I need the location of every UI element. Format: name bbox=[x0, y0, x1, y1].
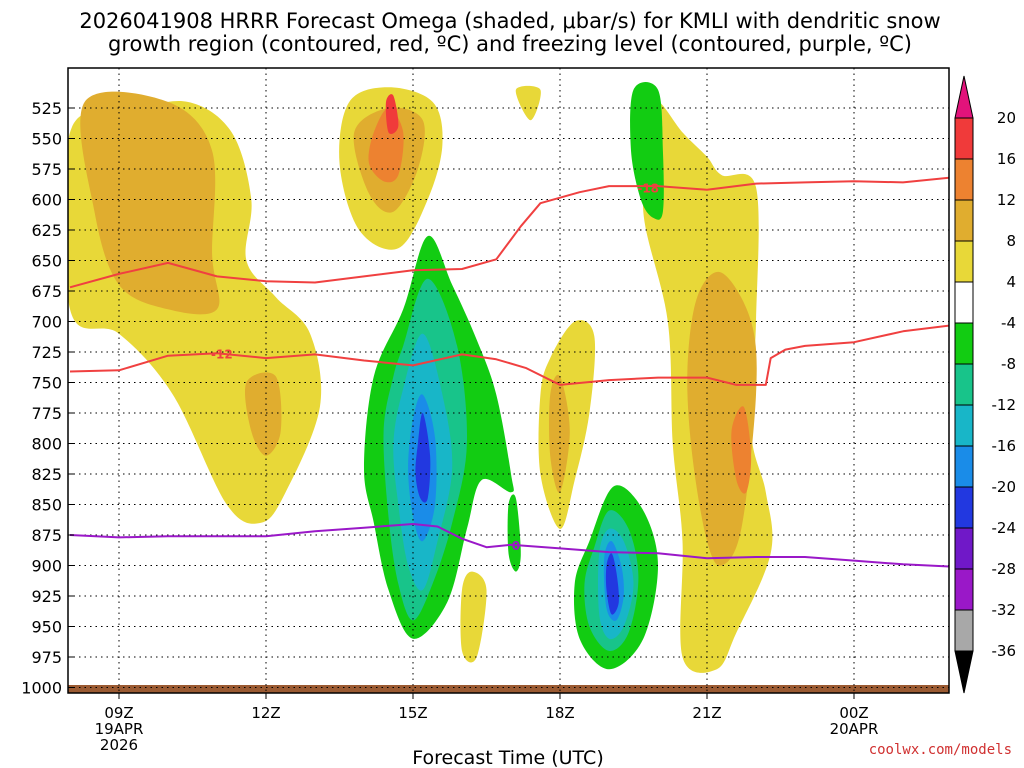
colorbar-label-1: 16 bbox=[997, 150, 1016, 168]
x-tick-label-09Z-1: 19APR bbox=[95, 720, 144, 738]
y-tick-label-625: 625 bbox=[31, 221, 62, 240]
y-tick-label-525: 525 bbox=[31, 99, 62, 118]
omega-region-neg4-2 bbox=[507, 494, 521, 572]
omega-colorbar: 20 16 12 8 4 -4 -8 -12 -16 -20 -24 -28 -32 -36 bbox=[954, 75, 1017, 694]
dgz-contour-neg12-label: -12 bbox=[211, 347, 233, 361]
x-tick-label-15Z-0: 15Z bbox=[398, 704, 427, 722]
colorbar-label-5: -4 bbox=[1001, 314, 1016, 332]
omega-region-pos8-3 bbox=[549, 374, 570, 493]
x-axis-label: Forecast Time (UTC) bbox=[412, 747, 603, 768]
colorbar-bin-2 bbox=[954, 158, 974, 201]
colorbar-bin-7 bbox=[954, 363, 974, 406]
x-tick-label-12Z-0: 12Z bbox=[251, 704, 280, 722]
y-tick-label-675: 675 bbox=[31, 282, 62, 301]
colorbar-bin-3 bbox=[954, 199, 974, 242]
colorbar-bin-13 bbox=[954, 609, 974, 652]
temperature-contours: -18 -12 0 bbox=[69, 176, 949, 568]
y-tick-label-575: 575 bbox=[31, 160, 62, 179]
chart-title-line2: growth region (contoured, red, ºC) and f… bbox=[108, 32, 912, 56]
y-tick-label-550: 550 bbox=[31, 130, 62, 149]
dgz-contour-neg12 bbox=[69, 324, 949, 386]
y-tick-label-925: 925 bbox=[31, 587, 62, 606]
grid-lines bbox=[68, 68, 949, 693]
plot-frame bbox=[67, 67, 950, 694]
chart-title-line1: 2026041908 HRRR Forecast Omega (shaded, … bbox=[79, 9, 940, 33]
x-tick-label-00Z-0: 00Z bbox=[839, 704, 868, 722]
freezing-level-contour bbox=[69, 523, 949, 568]
omega-region-pos8-2 bbox=[244, 372, 282, 456]
colorbar-bottom-arrow bbox=[954, 650, 974, 694]
omega-region-pos4-5 bbox=[460, 571, 487, 663]
dgz-contour-neg18 bbox=[69, 176, 949, 289]
y-tick-label-950: 950 bbox=[31, 618, 62, 637]
colorbar-bin-4 bbox=[954, 240, 974, 283]
x-tick-label-00Z-1: 20APR bbox=[830, 720, 879, 738]
x-tick-label-09Z-0: 09Z bbox=[104, 704, 133, 722]
y-tick-label-900: 900 bbox=[31, 557, 62, 576]
omega-region-pos8-4 bbox=[687, 271, 757, 566]
dgz-contour-neg18-label: -18 bbox=[637, 182, 659, 196]
omega-region-pos12-1 bbox=[731, 406, 752, 494]
y-tick-label-1000: 1000 bbox=[21, 679, 62, 698]
colorbar-label-2: 12 bbox=[997, 191, 1016, 209]
colorbar-bin-9 bbox=[954, 445, 974, 488]
colorbar-label-9: -20 bbox=[992, 478, 1017, 496]
colorbar-bin-8 bbox=[954, 404, 974, 447]
omega-region-pos4-2 bbox=[515, 85, 541, 121]
y-tick-label-875: 875 bbox=[31, 526, 62, 545]
colorbar-label-4: 4 bbox=[1006, 273, 1016, 291]
y-tick-label-800: 800 bbox=[31, 435, 62, 454]
omega-region-neg20-0 bbox=[415, 412, 431, 503]
colorbar-label-12: -32 bbox=[992, 601, 1017, 619]
colorbar-bin-5 bbox=[954, 281, 974, 324]
colorbar-bin-6 bbox=[954, 322, 974, 365]
colorbar-label-3: 8 bbox=[1006, 232, 1016, 250]
y-tick-label-975: 975 bbox=[31, 648, 62, 667]
y-tick-label-850: 850 bbox=[31, 496, 62, 515]
y-tick-label-750: 750 bbox=[31, 374, 62, 393]
source-credit: coolwx.com/models bbox=[869, 742, 1012, 758]
colorbar-label-7: -12 bbox=[992, 396, 1017, 414]
x-tick-label-18Z-0: 18Z bbox=[545, 704, 574, 722]
omega-region-pos16-0 bbox=[385, 94, 399, 135]
y-tick-label-650: 650 bbox=[31, 252, 62, 271]
omega-shading-layer bbox=[68, 82, 773, 673]
y-tick-label-725: 725 bbox=[31, 343, 62, 362]
colorbar-label-13: -36 bbox=[992, 642, 1017, 660]
y-tick-label-825: 825 bbox=[31, 465, 62, 484]
colorbar-label-10: -24 bbox=[992, 519, 1017, 537]
colorbar-label-11: -28 bbox=[992, 560, 1017, 578]
omega-region-neg20-1 bbox=[605, 553, 619, 615]
colorbar-label-8: -16 bbox=[992, 437, 1017, 455]
freezing-level-contour-label: 0 bbox=[512, 539, 520, 553]
colorbar-bin-11 bbox=[954, 527, 974, 570]
colorbar-bin-1 bbox=[954, 117, 974, 160]
colorbar-bin-12 bbox=[954, 568, 974, 611]
colorbar-bin-10 bbox=[954, 486, 974, 529]
x-tick-label-21Z-0: 21Z bbox=[692, 704, 721, 722]
y-axis-ticks: 525 550 575 600 625 650 675 700 725 750 775 800 825 8… bbox=[21, 99, 74, 698]
omega-region-pos8-0 bbox=[80, 91, 220, 315]
y-tick-label-600: 600 bbox=[31, 191, 62, 210]
y-tick-label-700: 700 bbox=[31, 313, 62, 332]
x-tick-label-09Z-2: 2026 bbox=[100, 736, 138, 754]
colorbar-label-0: 20 bbox=[997, 109, 1016, 127]
y-tick-label-775: 775 bbox=[31, 404, 62, 423]
terrain-ground-strip bbox=[68, 685, 949, 693]
colorbar-label-6: -8 bbox=[1001, 355, 1016, 373]
